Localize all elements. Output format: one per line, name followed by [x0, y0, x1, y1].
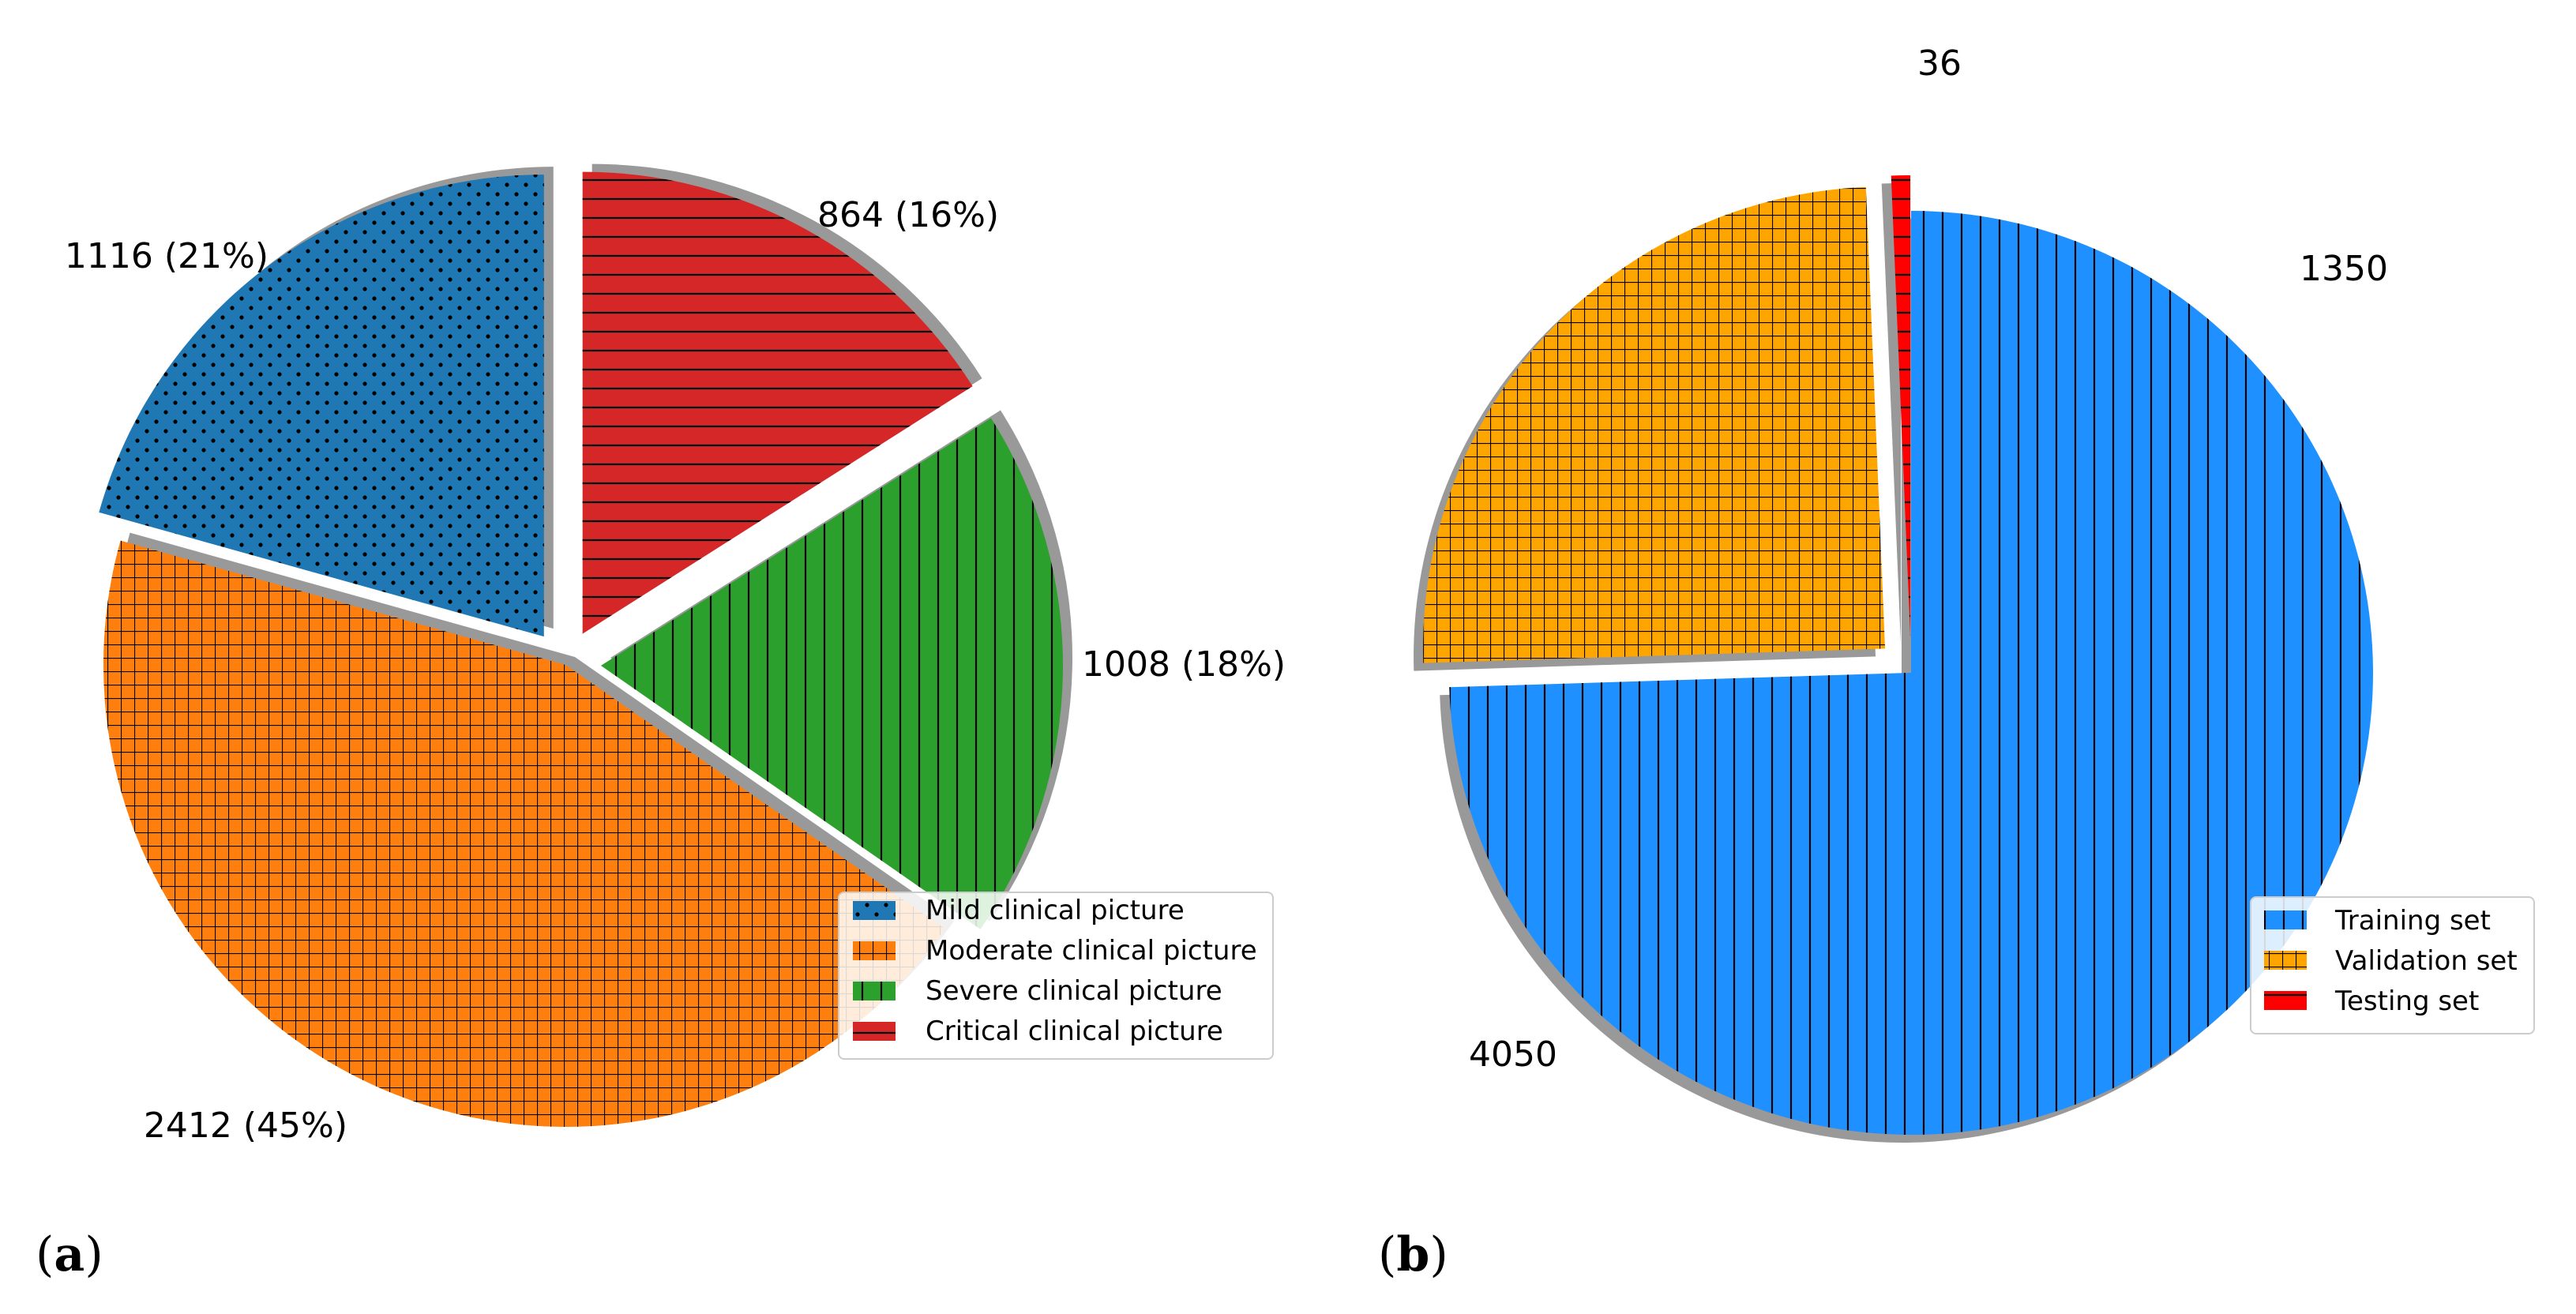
legend-swatch-hatch-critical	[853, 1022, 896, 1041]
panel-label-b-letter: b	[1396, 1227, 1429, 1282]
legend-swatch-hatch-training	[2264, 910, 2307, 929]
panel-label-a-letter: a	[54, 1227, 84, 1282]
pie-b-wedges	[1423, 175, 2373, 1135]
panel-label-b-open: (	[1378, 1227, 1396, 1282]
wedge-hatch-mild	[99, 175, 544, 637]
legend-label-mild: Mild clinical picture	[926, 895, 1185, 926]
legend-label-moderate: Moderate clinical picture	[926, 935, 1257, 967]
pie-b-legend: Training set Validation set Testing set	[2250, 896, 2535, 1034]
pie-b-labels: 4050 1350 36	[1469, 43, 2388, 1075]
slice-label-critical: 864 (16%)	[817, 195, 999, 235]
legend-entry-mild: Mild clinical picture	[853, 895, 1185, 926]
legend-entry-critical: Critical clinical picture	[853, 1016, 1223, 1047]
legend-swatch-hatch-severe	[853, 982, 896, 1001]
panel-label-a-open: (	[36, 1227, 54, 1282]
slice-label-mild: 1116 (21%)	[65, 236, 268, 276]
pie-chart-a: 1116 (21%) 2412 (45%) 1008 (18%) 864 (16…	[65, 163, 1286, 1146]
legend-label-testing: Testing set	[2334, 986, 2479, 1017]
pie-a-legend: Mild clinical picture Moderate clinical …	[838, 892, 1274, 1060]
legend-entry-testing: Testing set	[2264, 986, 2479, 1017]
legend-label-critical: Critical clinical picture	[926, 1016, 1223, 1047]
wedge-hatch-severe	[600, 418, 1063, 929]
pie-a-wedges	[99, 171, 1063, 1127]
wedge-hatch-moderate	[103, 540, 945, 1127]
legend-label-validation: Validation set	[2335, 945, 2518, 977]
legend-swatch-hatch-mild	[853, 901, 896, 920]
legend-frame	[838, 892, 1274, 1060]
legend-swatch-hatch-moderate	[853, 941, 896, 960]
legend-label-training: Training set	[2334, 905, 2491, 937]
slice-label-training: 4050	[1469, 1034, 1557, 1075]
legend-entry-validation: Validation set	[2264, 945, 2518, 977]
slice-label-testing: 36	[1917, 43, 1962, 84]
legend-label-severe: Severe clinical picture	[926, 975, 1222, 1007]
wedge-hatch-testing	[1891, 175, 1911, 638]
wedge-hatch-critical	[582, 171, 973, 634]
legend-entry-moderate: Moderate clinical picture	[853, 935, 1257, 967]
panel-label-b: (b)	[1378, 1227, 1448, 1282]
wedge-hatch-training	[1449, 211, 2373, 1135]
wedge-hatch-validation	[1423, 186, 1886, 663]
pie-a-labels: 1116 (21%) 2412 (45%) 1008 (18%) 864 (16…	[65, 195, 1286, 1146]
slice-label-severe: 1008 (18%)	[1082, 644, 1286, 685]
slice-label-moderate: 2412 (45%)	[144, 1106, 347, 1146]
slice-label-validation: 1350	[2300, 249, 2388, 289]
legend-swatch-hatch-testing	[2264, 991, 2307, 1010]
panel-label-b-close: )	[1429, 1227, 1448, 1282]
pie-chart-b: 4050 1350 36 Training set Validation set…	[1414, 43, 2535, 1143]
legend-swatch-hatch-validation	[2264, 951, 2307, 970]
panel-label-a-close: )	[84, 1227, 103, 1282]
wedge-shadow-testing	[1881, 183, 1902, 646]
legend-frame	[2250, 896, 2535, 1034]
legend-entry-training: Training set	[2264, 905, 2491, 937]
panel-label-a: (a)	[36, 1227, 103, 1282]
legend-entry-severe: Severe clinical picture	[853, 975, 1222, 1007]
